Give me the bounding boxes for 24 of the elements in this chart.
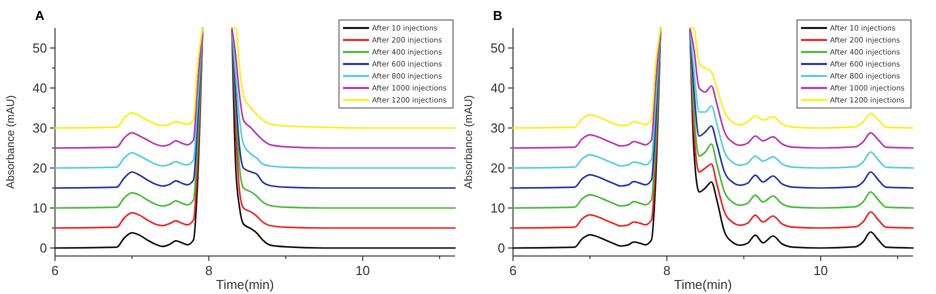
y-tick-label: 40 xyxy=(32,80,47,96)
y-tick-label: 50 xyxy=(32,40,47,56)
y-tick-label: 30 xyxy=(32,120,47,136)
y-axis-title: Absorbance (mAU) xyxy=(5,95,17,189)
y-tick-label: 10 xyxy=(490,200,505,216)
x-tick-label: 8 xyxy=(205,263,212,278)
y-tick-label: 10 xyxy=(32,200,47,216)
x-tick-label: 10 xyxy=(813,263,828,278)
y-tick-label: 50 xyxy=(490,40,505,56)
chart-title: A xyxy=(35,8,45,23)
x-tick-label: 6 xyxy=(509,263,517,278)
x-tick-label: 8 xyxy=(663,263,670,278)
y-tick-label: 0 xyxy=(40,240,47,256)
x-tick-label: 6 xyxy=(51,263,59,278)
y-tick-label: 20 xyxy=(490,160,505,176)
y-tick-label: 0 xyxy=(498,240,505,256)
x-tick-label: 10 xyxy=(355,263,370,278)
y-tick-label: 20 xyxy=(32,160,47,176)
x-axis-title: Time(min) xyxy=(674,277,732,292)
y-tick-label: 40 xyxy=(490,80,505,96)
chart-title: B xyxy=(493,8,502,23)
y-axis-title: Absorbance (mAU) xyxy=(463,95,475,189)
y-tick-label: 30 xyxy=(490,120,505,136)
x-axis-title: Time(min) xyxy=(216,277,274,292)
